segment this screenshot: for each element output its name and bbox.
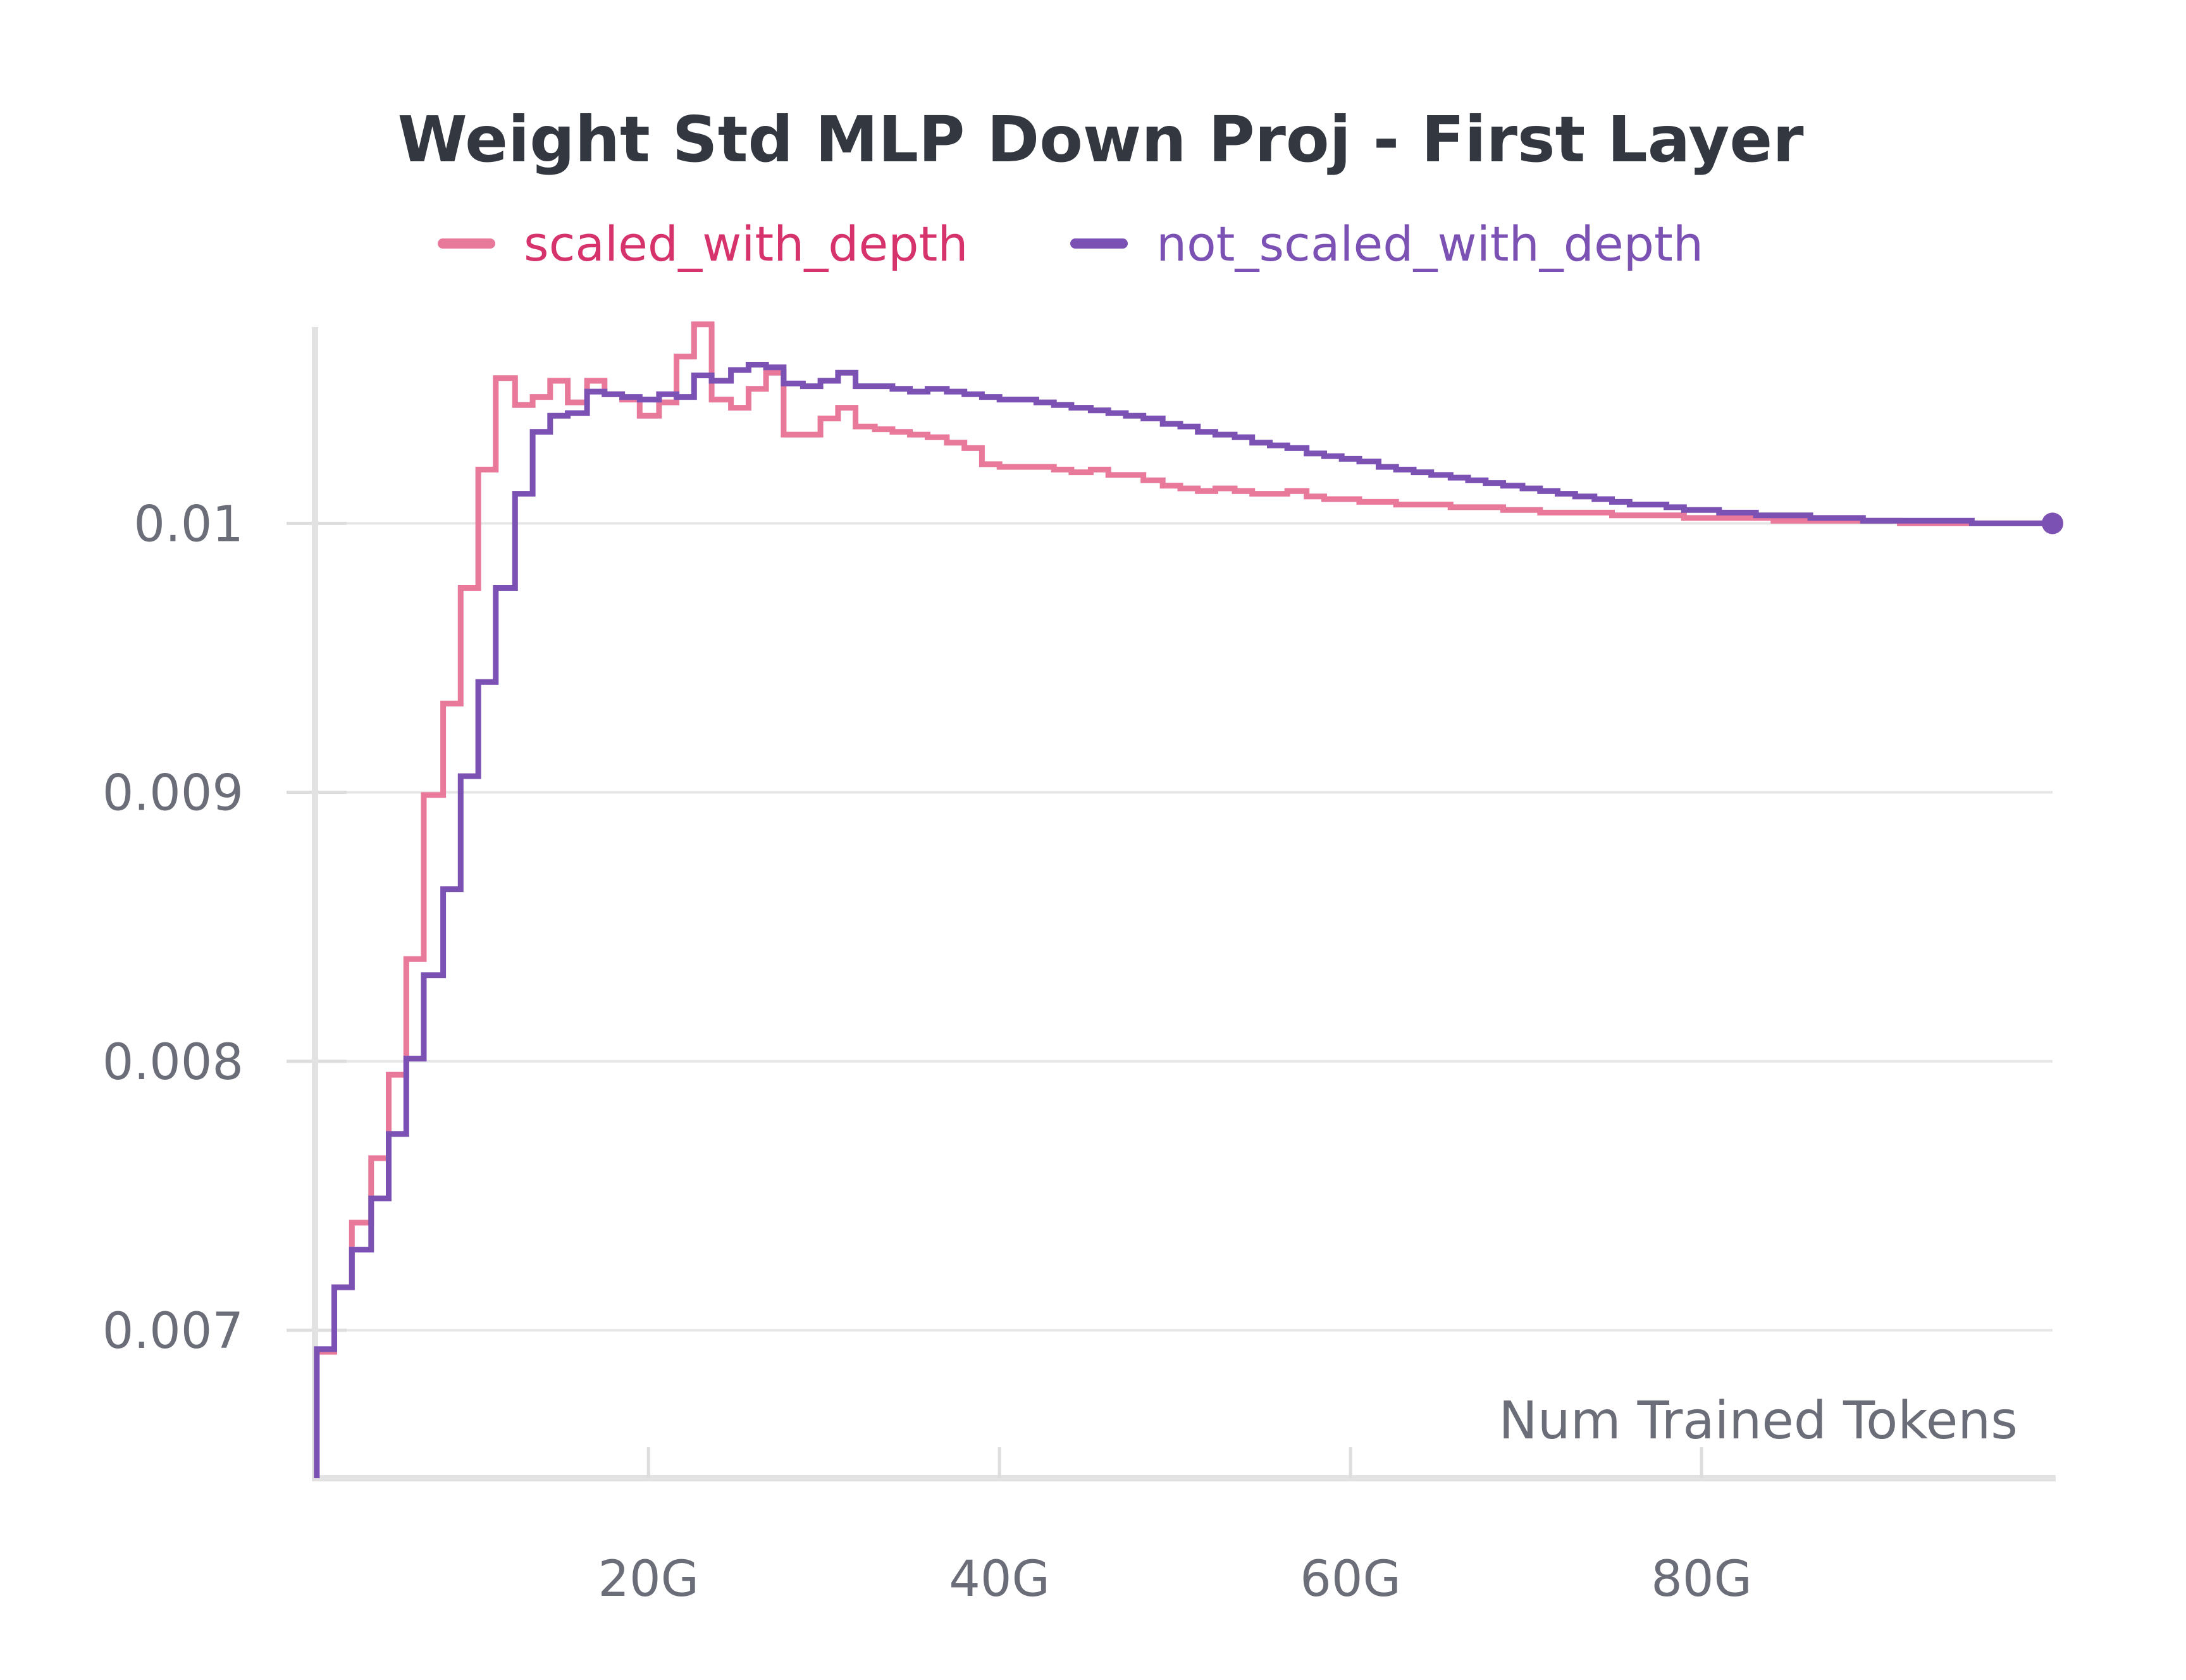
series-end-point [2042,512,2063,534]
series-line-scaled [314,321,2053,1478]
series-line-not-scaled [314,362,2053,1478]
x-tick-label: 40G [949,1551,1050,1608]
legend-item-not-scaled[interactable]: not_scaled_with_depth [1070,216,1703,272]
legend-label-scaled: scaled_with_depth [524,216,968,272]
x-tick-label: 80G [1651,1551,1752,1608]
y-tick-label: 0.009 [102,765,244,822]
legend[interactable]: scaled_with_depth not_scaled_with_depth [438,216,1703,272]
y-tick-label: 0.008 [102,1034,244,1091]
axes [287,327,2056,1481]
y-tick-label: 0.01 [133,496,244,553]
grid [315,522,2053,1332]
y-tick-label: 0.007 [102,1303,244,1360]
chart-title: Weight Std MLP Down Proj - First Layer [397,102,1804,176]
plot-area [314,321,2063,1478]
tick-labels: 0.007 0.008 0.009 0.01 20G 40G 60G 80G [102,496,1752,1608]
legend-label-not-scaled: not_scaled_with_depth [1156,216,1703,272]
x-tick-label: 20G [598,1551,699,1608]
x-axis-title: Num Trained Tokens [1498,1391,2018,1451]
legend-item-scaled[interactable]: scaled_with_depth [438,216,968,272]
x-tick-label: 60G [1300,1551,1401,1608]
